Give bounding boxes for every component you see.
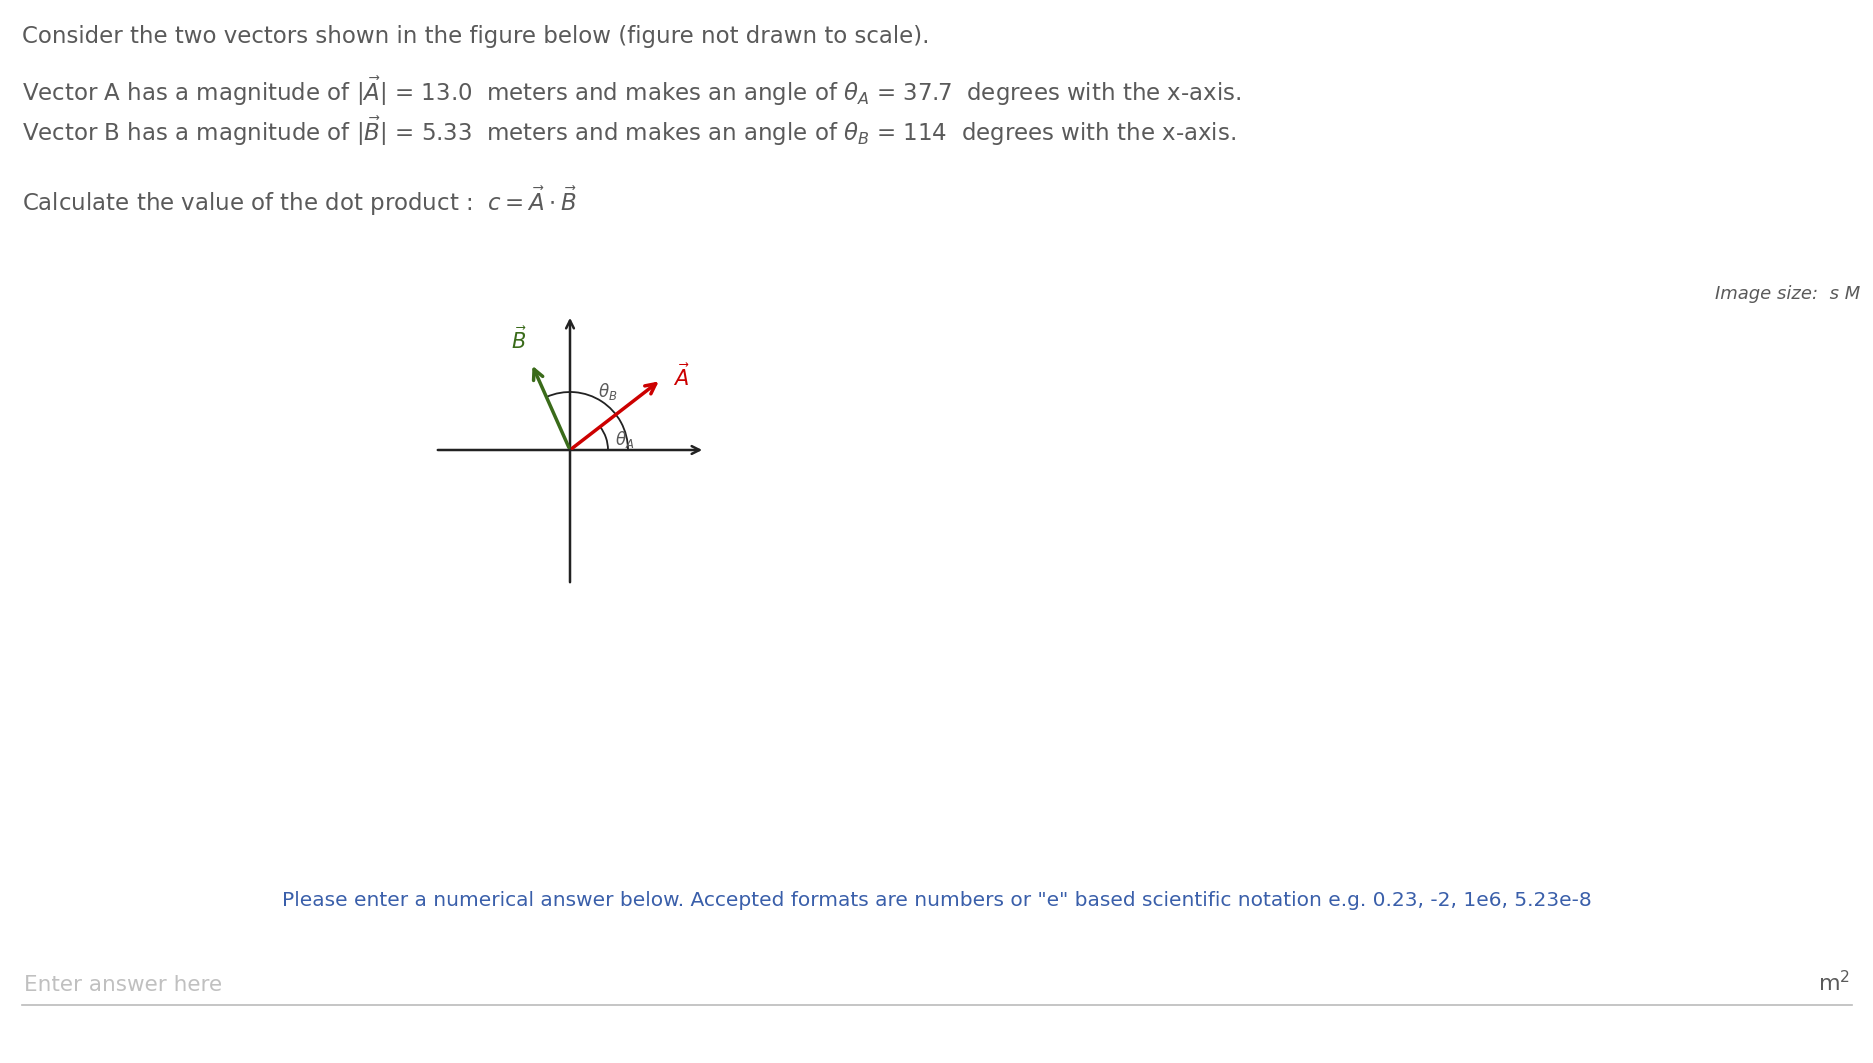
- Text: Consider the two vectors shown in the figure below (figure not drawn to scale).: Consider the two vectors shown in the fi…: [22, 26, 929, 48]
- Text: Calculate the value of the dot product :  $c = \vec{A} \cdot \vec{B}$: Calculate the value of the dot product :…: [22, 185, 577, 219]
- Text: $\theta_B$: $\theta_B$: [597, 381, 618, 402]
- Text: Please enter a numerical answer below. Accepted formats are numbers or "e" based: Please enter a numerical answer below. A…: [283, 891, 1590, 910]
- Text: Enter answer here: Enter answer here: [24, 975, 223, 995]
- Text: Vector B has a magnitude of $|\vec{B}|$ = 5.33  meters and makes an angle of $\t: Vector B has a magnitude of $|\vec{B}|$ …: [22, 115, 1236, 149]
- Text: Image size:  s M: Image size: s M: [1714, 285, 1860, 303]
- Text: $\vec{B}$: $\vec{B}$: [509, 326, 526, 353]
- Text: $\vec{A}$: $\vec{A}$: [672, 364, 689, 390]
- Text: $\mathrm{m}^2$: $\mathrm{m}^2$: [1817, 969, 1849, 995]
- Text: Vector A has a magnitude of $|\vec{A}|$ = 13.0  meters and makes an angle of $\t: Vector A has a magnitude of $|\vec{A}|$ …: [22, 75, 1240, 108]
- Text: $\theta_A$: $\theta_A$: [614, 428, 635, 450]
